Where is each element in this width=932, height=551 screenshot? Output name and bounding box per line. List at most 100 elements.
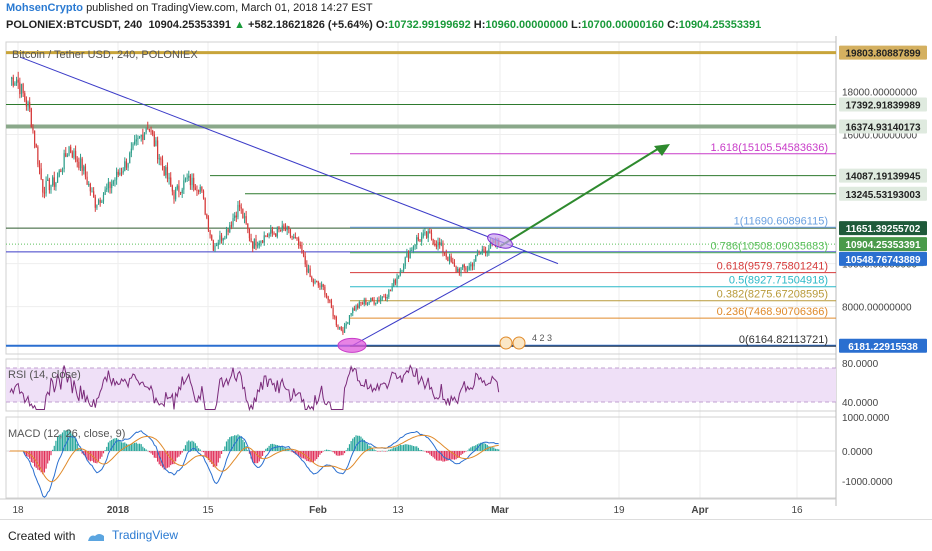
fib-level-label: 0.5(8927.71504918) xyxy=(729,275,828,287)
candle-body xyxy=(453,263,456,267)
candle-body xyxy=(314,281,316,284)
macd-tick-label: 0.0000 xyxy=(842,447,873,458)
candle-body xyxy=(383,296,385,298)
macd-histogram-bar xyxy=(462,451,464,454)
candle-body xyxy=(50,184,52,191)
candle-body xyxy=(86,176,88,185)
chart-canvas[interactable]: 1.618(15105.54583636) 1(11690.60896115) 0.… xyxy=(0,36,932,519)
candle-body xyxy=(257,245,259,247)
event-flag-icon[interactable] xyxy=(512,336,526,350)
macd-histogram-bar xyxy=(463,451,465,453)
candle-body xyxy=(198,190,200,192)
macd-histogram-bar xyxy=(324,450,326,451)
candle-body xyxy=(339,327,341,329)
macd-histogram-bar xyxy=(347,447,349,451)
candle-body xyxy=(181,189,183,194)
event-markers[interactable]: 4 2 3 xyxy=(499,333,552,350)
macd-histogram-bar xyxy=(452,451,454,460)
candle-body xyxy=(35,144,37,148)
macd-histogram-bar xyxy=(65,430,67,451)
author-link[interactable]: MohsenCrypto xyxy=(6,2,83,14)
macd-histogram-bar xyxy=(220,451,223,454)
candle-body xyxy=(407,253,410,259)
candle-body xyxy=(137,137,139,140)
candle-body xyxy=(324,286,326,295)
macd-histogram-bar xyxy=(394,447,396,451)
macd-histogram-bar xyxy=(152,451,154,455)
macd-histogram-bar xyxy=(321,451,323,454)
ascending-trendline[interactable] xyxy=(351,250,526,347)
candle-body xyxy=(393,279,395,287)
macd-histogram-bar xyxy=(198,448,200,451)
candle-body xyxy=(378,299,380,301)
candle-body xyxy=(304,255,306,265)
macd-histogram-bar xyxy=(337,451,339,456)
macd-histogram-bar xyxy=(458,451,460,458)
candle-body xyxy=(417,237,419,240)
trend-drawings[interactable] xyxy=(19,56,670,353)
macd-histogram-bar xyxy=(437,451,439,461)
macd-histogram-bar xyxy=(398,445,400,451)
macd-histogram-bar xyxy=(278,445,280,451)
candle-body xyxy=(280,229,282,231)
candle-body xyxy=(381,296,383,299)
macd-histogram-bar xyxy=(314,451,316,461)
fibonacci-retracement[interactable]: 1.618(15105.54583636) 1(11690.60896115) 0.… xyxy=(350,142,836,347)
macd-histogram-bar xyxy=(296,451,298,455)
macd-histogram-bar xyxy=(353,437,355,451)
price-axis[interactable]: 18000.0000000016000.0000000010000.000000… xyxy=(839,45,927,488)
macd-histogram-bar xyxy=(111,439,113,451)
candle-body xyxy=(343,325,346,333)
projection-arrow-line[interactable] xyxy=(499,145,663,248)
candle-body xyxy=(258,243,260,246)
candle-body xyxy=(134,141,136,144)
candle-body xyxy=(201,187,203,191)
macd-histogram-bar xyxy=(94,451,96,464)
publish-info: published on TradingView.com, March 01, … xyxy=(86,2,373,14)
macd-histogram-bar xyxy=(319,451,321,455)
macd-histogram-bar xyxy=(178,451,180,457)
candle-body xyxy=(168,177,170,179)
macd-histogram-bar xyxy=(104,450,106,451)
macd-histogram-bar xyxy=(99,451,101,459)
macd-histogram-bar xyxy=(55,440,57,451)
macd-histogram-bar xyxy=(97,451,100,462)
candle-body xyxy=(70,146,72,153)
candle-body xyxy=(447,256,449,262)
candle-body xyxy=(430,232,433,239)
candle-body xyxy=(122,170,124,173)
macd-histogram-bar xyxy=(475,445,477,451)
macd-histogram-bar xyxy=(393,447,395,451)
tradingview-brand-link[interactable]: TradingView xyxy=(112,528,179,542)
candle-body xyxy=(209,230,211,236)
macd-histogram-bar xyxy=(207,451,210,461)
descending-trendline[interactable] xyxy=(19,56,559,265)
macd-histogram-bar xyxy=(489,446,492,451)
macd-histogram-bar xyxy=(440,451,442,461)
macd-histogram-bar xyxy=(96,451,98,464)
candle-body xyxy=(48,179,50,191)
candlestick-series xyxy=(11,71,500,335)
candle-body xyxy=(89,184,91,192)
macd-histogram-bar xyxy=(181,451,183,453)
macd-histogram-bar xyxy=(157,451,159,462)
apex-highlight-ellipse[interactable] xyxy=(486,231,515,251)
macd-histogram-bar xyxy=(375,450,377,451)
macd-histogram-bar xyxy=(450,451,452,460)
candle-body xyxy=(406,253,408,258)
candle-body xyxy=(439,242,441,246)
candle-body xyxy=(37,147,39,165)
event-flag-icon[interactable] xyxy=(499,336,513,350)
time-axis[interactable]: 18 2018 15 Feb 13 Mar 19 Apr 16 xyxy=(0,498,836,516)
candle-body xyxy=(266,236,269,238)
candle-body xyxy=(366,302,369,305)
candle-body xyxy=(76,159,78,162)
macd-histogram-bar xyxy=(165,451,167,469)
candle-body xyxy=(176,185,178,189)
bottom-highlight-ellipse[interactable] xyxy=(337,337,367,353)
macd-histogram-bar xyxy=(373,449,375,451)
candle-body xyxy=(358,302,360,308)
candle-body xyxy=(435,244,437,247)
candle-body xyxy=(25,100,27,107)
macd-histogram-bar xyxy=(270,444,272,451)
